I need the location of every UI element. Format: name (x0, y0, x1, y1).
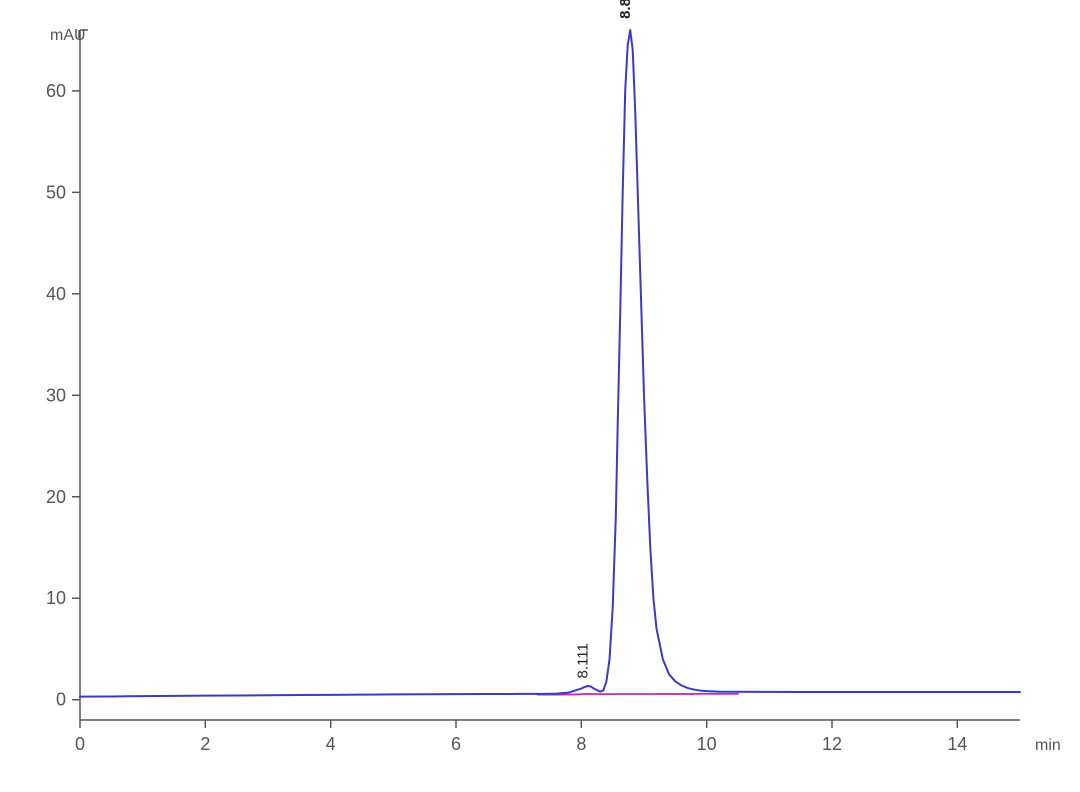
chromatogram-chart: 0 2 4 6 8 10 12 14 0 10 20 30 40 50 60 mAU min 8.111 8.878 (0, 0, 1080, 792)
y-tick-label: 40 (46, 284, 66, 304)
peak-label: 8.878 (617, 0, 634, 19)
x-tick-label: 14 (947, 734, 967, 754)
x-tick-label: 8 (576, 734, 586, 754)
y-tick-label: 0 (56, 690, 66, 710)
y-tick-label: 20 (46, 487, 66, 507)
x-tick-label: 0 (75, 734, 85, 754)
x-tick-label: 12 (822, 734, 842, 754)
y-tick-label: 30 (46, 385, 66, 405)
x-tick-label: 10 (697, 734, 717, 754)
y-tick-label: 60 (46, 81, 66, 101)
x-tick-label: 4 (326, 734, 336, 754)
chart-svg: 0 2 4 6 8 10 12 14 0 10 20 30 40 50 60 mAU min 8.111 8.878 (0, 0, 1080, 792)
y-tick-label: 50 (46, 182, 66, 202)
x-axis-label: min (1035, 737, 1061, 754)
x-tick-label: 6 (451, 734, 461, 754)
y-axis-label: mAU (50, 27, 86, 44)
x-tick-label: 2 (200, 734, 210, 754)
peak-label: 8.111 (575, 643, 592, 678)
y-tick-label: 10 (46, 588, 66, 608)
baseline-trace (537, 694, 738, 695)
